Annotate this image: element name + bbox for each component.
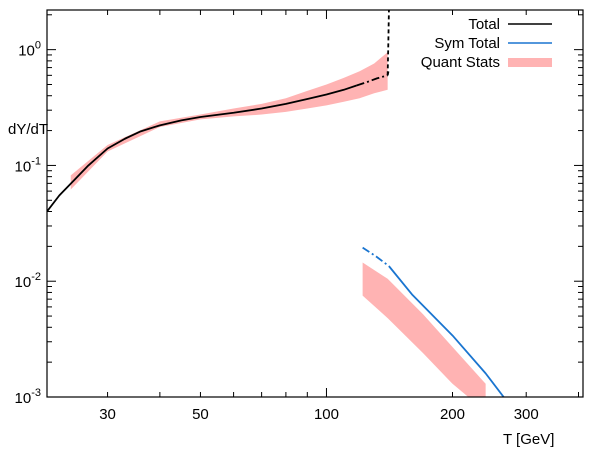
x-axis-label: T [GeV] [503,431,554,448]
x-tick-label: 100 [314,406,339,423]
y-tick-label: 10-3 [15,387,41,407]
y-tick-label: 10-2 [15,271,41,291]
y-tick-label: 10-1 [15,155,41,175]
axes-layer: 10-3 10-2 10-1 100 30 50 100 200 300 [15,9,584,423]
x-tick-label: 30 [99,406,116,423]
legend: Total Sym Total Quant Stats [421,16,552,71]
plot-frame [46,9,584,398]
quant-stats-band-low-t [70,52,388,190]
x-tick-label: 300 [514,406,539,423]
legend-label-total: Total [468,16,500,33]
x-tick-label: 200 [440,406,465,423]
total-line-segment-2 [386,10,390,76]
quant-stats-band-high-t [362,262,486,397]
total-line-segment-1 [356,74,388,87]
y-tick-label: 100 [18,40,41,60]
legend-label-sym-total: Sym Total [434,35,500,52]
y-axis-label: dY/dT [8,121,48,138]
plot-area [47,10,505,397]
legend-label-quant-stats: Quant Stats [421,54,500,71]
sym-total-line-segment-1 [388,265,505,397]
total-line-segment-0 [47,84,357,213]
plot-layer [47,10,505,397]
legend-swatch-quant-stats [508,58,552,67]
total-line-segment-3 [386,68,390,76]
sym-total-line-segment-0 [362,246,390,267]
x-tick-label: 50 [192,406,209,423]
